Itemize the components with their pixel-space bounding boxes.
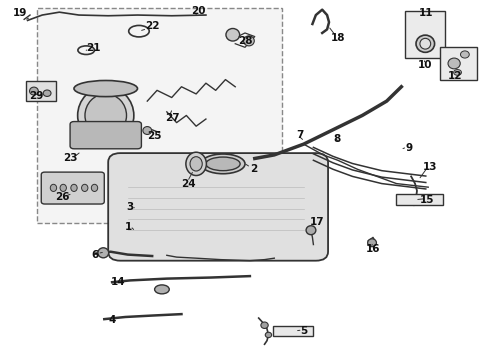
Text: 28: 28 [238,36,252,46]
Text: 18: 18 [331,33,345,43]
Bar [405,12,445,58]
Text: 29: 29 [29,91,43,101]
FancyBboxPatch shape [70,122,142,149]
Text: 17: 17 [310,217,325,227]
Text: 25: 25 [147,131,162,141]
FancyBboxPatch shape [41,172,104,204]
Text: 12: 12 [448,71,463,81]
Bar [26,81,56,101]
Text: 23: 23 [63,153,78,163]
Text: 13: 13 [422,162,437,172]
Ellipse shape [98,248,109,258]
Ellipse shape [306,226,316,235]
Ellipse shape [448,58,460,69]
Text: 22: 22 [145,21,159,31]
Bar [273,326,314,336]
Text: 20: 20 [191,6,206,16]
Ellipse shape [261,322,268,328]
Text: 24: 24 [181,179,196,189]
Ellipse shape [29,87,38,95]
Ellipse shape [155,285,169,294]
Ellipse shape [368,239,376,247]
Text: 4: 4 [108,315,116,325]
Text: 26: 26 [55,192,70,202]
Ellipse shape [85,94,126,137]
Text: 3: 3 [126,202,134,212]
Text: 19: 19 [13,8,27,18]
Text: 27: 27 [165,113,180,123]
Ellipse shape [77,87,134,144]
Text: 6: 6 [91,250,98,260]
Text: 16: 16 [366,244,380,254]
Text: 15: 15 [419,195,434,205]
Ellipse shape [420,39,431,49]
Text: 11: 11 [418,8,433,18]
Text: 1: 1 [125,222,132,232]
Ellipse shape [50,184,57,192]
Ellipse shape [143,127,152,134]
Text: 10: 10 [417,60,432,70]
Ellipse shape [71,184,77,192]
Text: 8: 8 [333,134,341,144]
Ellipse shape [60,184,67,192]
Ellipse shape [461,51,469,58]
Ellipse shape [186,152,206,176]
Ellipse shape [416,35,435,52]
FancyBboxPatch shape [108,153,328,261]
Ellipse shape [91,184,98,192]
Ellipse shape [190,157,202,171]
Text: 14: 14 [111,277,125,287]
Text: 2: 2 [250,164,257,174]
Ellipse shape [81,184,88,192]
Bar [396,194,443,205]
Text: 21: 21 [86,43,101,53]
Ellipse shape [265,332,271,338]
Ellipse shape [226,28,240,41]
Ellipse shape [201,154,245,174]
Ellipse shape [74,81,138,96]
Bar [37,8,282,223]
Text: 7: 7 [296,130,303,140]
Ellipse shape [43,90,51,96]
Text: 5: 5 [300,325,307,336]
Ellipse shape [206,157,240,171]
Bar [441,47,477,80]
Ellipse shape [244,36,254,46]
Ellipse shape [454,69,462,75]
Text: 9: 9 [405,143,412,153]
